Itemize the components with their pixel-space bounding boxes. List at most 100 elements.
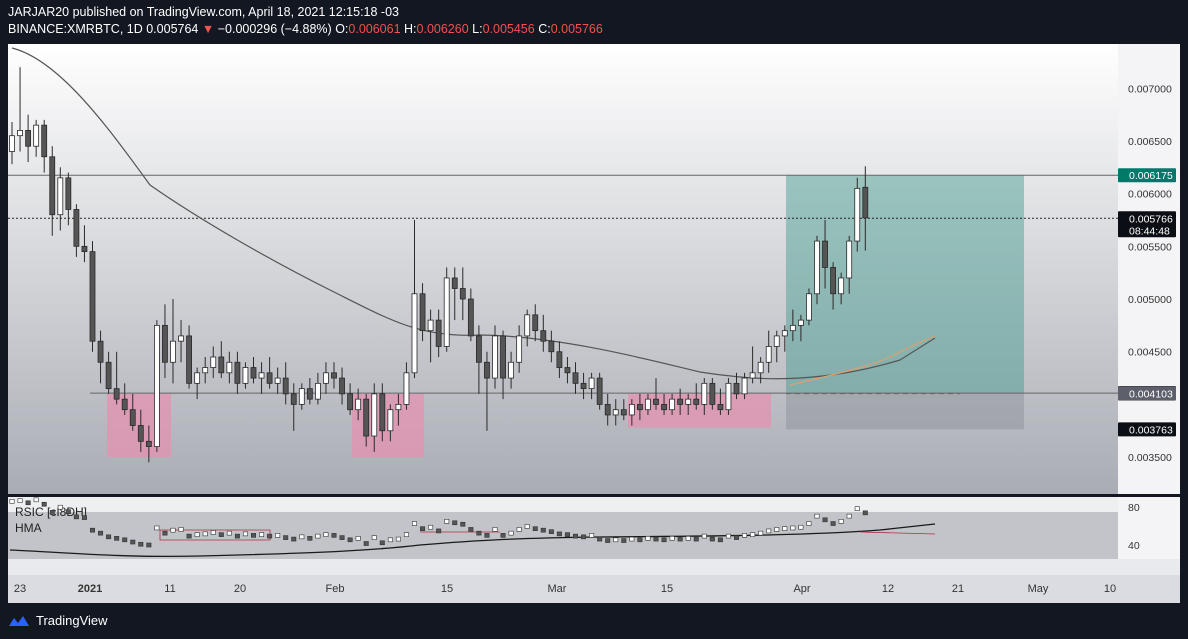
open-label: O: [335,22,349,36]
oscillator-bar [420,526,426,532]
candle-body [741,377,748,395]
price-label-value: 0.006175 [1129,170,1173,182]
candle-body [733,382,740,395]
oscillator-bar [130,539,136,545]
price-label-box [1118,211,1176,238]
y-axis-tick-label: 0.005000 [1128,294,1172,306]
candle-body [395,404,402,411]
candle-body [459,288,466,300]
candle-body [9,135,15,152]
candle-body [645,398,651,411]
candle-body [282,377,289,395]
oscillator-bar [830,521,836,526]
candle-body [186,335,193,384]
oscillator-bar [395,536,401,542]
candle-body [387,409,394,432]
candle-body [347,393,354,411]
oscillator-bar [653,536,659,542]
candle-body [475,335,482,363]
oscillator-bar [524,524,530,529]
oscillator-bar [508,530,514,536]
price-label-value: 0.004103 [1129,389,1173,401]
oscillator-bar [782,526,788,532]
oscillator-bar [178,527,184,532]
oscillator-bar [315,533,321,539]
candle-body [637,404,643,411]
price-label-value: 0.003763 [1129,424,1173,436]
x-axis-tick-label: Apr [793,583,810,595]
countdown-label: 08:44:48 [1129,225,1170,237]
candle-body [443,277,450,347]
candle-body [532,314,539,332]
hma-band [159,529,936,541]
oscillator-bar [162,530,168,536]
candle-body [620,409,627,416]
candle-body [210,356,217,368]
oscillator-bar [766,528,772,534]
candle-body [588,377,595,390]
candle-body [306,388,313,400]
stop-zone [786,393,1024,430]
candle-body [717,404,724,411]
oscillator-bar [532,526,538,532]
candle-body [129,409,136,426]
candle-body [73,209,80,247]
x-axis-tick-label: 23 [14,583,26,595]
candle-body [677,398,684,405]
oscillator-bar [65,509,71,514]
candle-body [363,398,370,437]
oscillator-bar [790,525,796,531]
candle-body [411,293,418,374]
oscillator-bar [202,531,208,537]
moving-average-line [11,47,936,380]
oscillator-bar [798,524,804,530]
symbol-label[interactable]: BINANCE:XMRBTC, 1D [8,22,143,36]
candle-body [798,319,804,326]
oscillator-subtitle: HMA [15,521,42,535]
candle-body [89,251,96,342]
oscillator-bar [492,527,498,532]
candle-body [339,377,345,395]
oscillator-bar [854,506,860,512]
candle-body [693,398,700,405]
oscillator-bar [838,518,844,524]
oscillator-bar [677,536,683,542]
down-arrow-icon: ▼ [201,22,215,36]
oscillator-bar [814,513,820,519]
candle-body [218,356,225,374]
candle-body [379,393,386,432]
oscillator-bar [468,527,474,532]
oscillator-bar [460,521,466,527]
candle-body [685,398,692,405]
candle-body [661,404,667,411]
candle-body [25,130,32,147]
oscillator-bar [275,533,281,538]
oscillator-bar [122,537,128,543]
candle-body [789,324,796,332]
oscillator-bar [846,513,852,519]
candle-body [814,240,820,295]
candle-body [773,335,780,347]
support-zone [628,393,771,428]
price-chart[interactable]: 0.007000 0.006500 0.006000 0.005500 0.005000… [0,0,1188,603]
price-change: −0.000296 (−4.88%) [217,22,332,36]
oscillator-bar [138,541,144,547]
candle-body [564,367,571,374]
candle-body [749,372,756,379]
candle-body [314,382,321,400]
oscillator-bar [339,535,345,540]
candle-body [202,367,209,374]
oscillator-bar [733,535,739,540]
oscillator-bar [299,534,305,540]
oscillator-bar [379,540,385,546]
target-zone [786,175,1024,394]
oscillator-bar [411,521,417,526]
oscillator-bar [154,525,160,531]
x-axis-tick-label: 20 [234,583,246,595]
candle-body [548,340,555,353]
publish-line: JARJAR20 published on TradingView.com, A… [8,5,399,19]
brand[interactable]: TradingView [8,613,108,628]
oscillator-bar [693,536,699,542]
oscillator-bar [661,537,667,543]
